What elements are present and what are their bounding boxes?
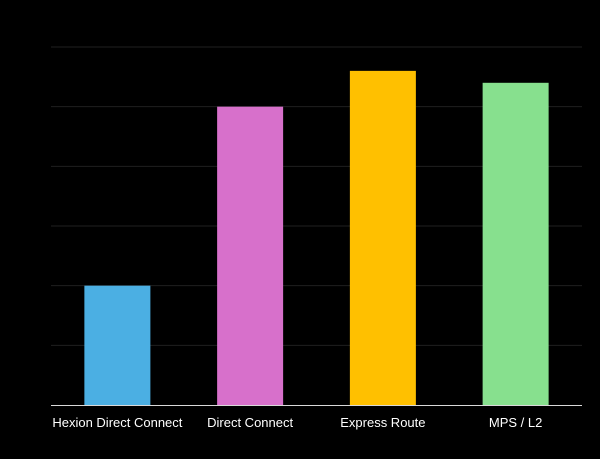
- x-tick-label: Express Route: [340, 415, 425, 430]
- bar-hexion-direct-connect: [84, 285, 151, 405]
- bar-express-route: [349, 70, 416, 405]
- bar-direct-connect: [217, 106, 284, 406]
- x-tick-labels: Hexion Direct Connect Direct Connect Expre…: [52, 415, 542, 430]
- x-tick-label: MPS / L2: [489, 415, 542, 430]
- x-tick-label: Direct Connect: [207, 415, 293, 430]
- bars: [84, 70, 549, 406]
- x-tick-label: Hexion Direct Connect: [52, 415, 182, 430]
- bar-mps-l2: [482, 82, 549, 406]
